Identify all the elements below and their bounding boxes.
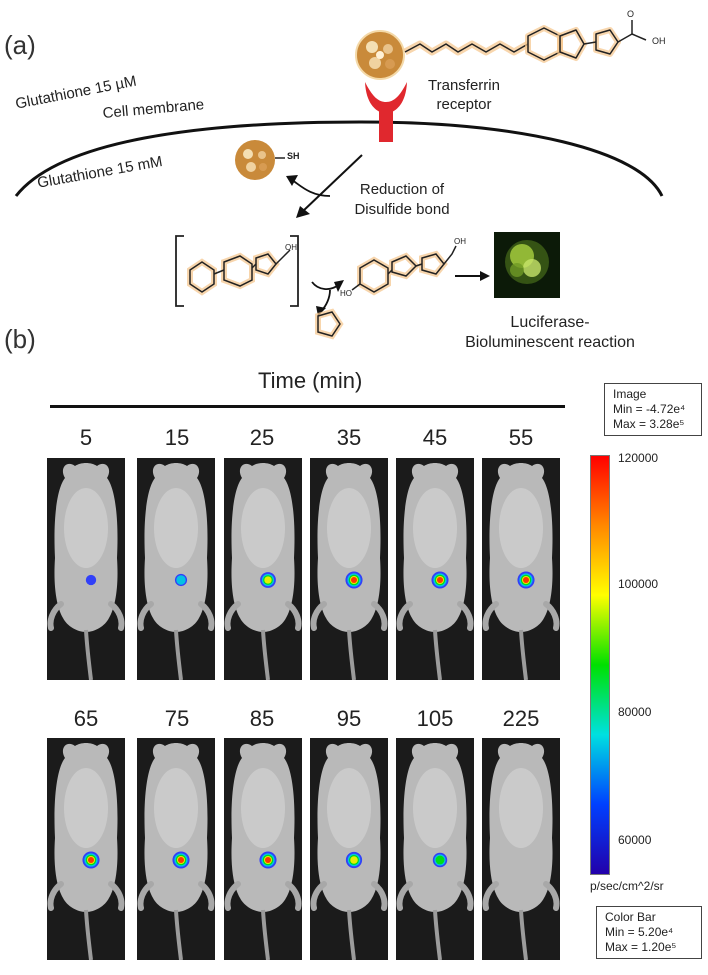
color-bar-tick: 100000 [618, 577, 659, 591]
time-label: 65 [73, 706, 99, 731]
mouse-image [482, 458, 560, 680]
mouse-image [310, 738, 388, 960]
color-bar-tick: 120000 [618, 451, 659, 465]
mouse-image [224, 458, 302, 680]
image-box-title: Image [613, 387, 647, 401]
time-label: 15 [164, 425, 190, 450]
reduction-label: Reduction of Disulfide bond [348, 180, 456, 220]
mouse-tail [433, 909, 442, 960]
bioluminescence-signal [435, 855, 445, 865]
luciferase-line2: Bioluminescent reaction [465, 334, 635, 351]
svg-text:OH: OH [454, 237, 466, 246]
byproduct-ring [315, 308, 344, 340]
time-axis-title: Time (min) [258, 368, 363, 393]
mouse-tail [261, 909, 270, 960]
cell-membrane-arc [14, 120, 664, 197]
color-bar-tick: 80000 [618, 705, 652, 719]
color-bar-range-box: Color Bar Min = 5.20e⁴ Max = 1.20e⁵ [596, 906, 702, 959]
svg-text:O: O [627, 9, 634, 19]
luciferase-label: Luciferase- Bioluminescent reaction [450, 313, 650, 353]
mouse-image [137, 738, 215, 960]
time-label: 85 [249, 706, 275, 731]
panel-a-diagram: OH O OH [14, 9, 666, 340]
mouse-image [47, 458, 125, 680]
release-arrow [291, 179, 331, 197]
image-range-box: Image Min = -4.72e⁴ Max = 3.28e⁵ [604, 383, 702, 436]
color-bar-unit: p/sec/cm^2/sr [590, 879, 664, 893]
receptor-stem [379, 108, 393, 142]
time-label: 95 [336, 706, 362, 731]
transferrin-line2: receptor [436, 96, 492, 113]
mouse-tail [433, 629, 442, 680]
time-label: 75 [164, 706, 190, 731]
mouse-tail [519, 629, 528, 680]
mouse-image [396, 458, 474, 680]
mouse-tail [174, 909, 183, 960]
luciferin-product [351, 245, 457, 296]
luciferase-line1: Luciferase- [510, 314, 590, 331]
mouse-tail [519, 909, 528, 960]
transferrin-receptor-label: Transferrin receptor [420, 76, 508, 114]
mouse-tail [347, 629, 356, 680]
time-label: 35 [336, 425, 362, 450]
reduction-arrow [301, 154, 363, 213]
panel-a-label: (a) [4, 30, 36, 60]
time-label: 45 [422, 425, 448, 450]
panel-b-label: (b) [4, 324, 36, 354]
time-label: 55 [508, 425, 534, 450]
time-label: 5 [79, 425, 93, 450]
intermediate-molecule [175, 235, 299, 307]
mouse-image [224, 738, 302, 960]
bioluminescence-signal [85, 574, 97, 586]
color-bar-box-min: Min = 5.20e⁴ [605, 925, 674, 939]
bioluminescence-signal [264, 856, 272, 864]
color-bar [590, 455, 610, 875]
image-box-max: Max = 3.28e⁵ [613, 417, 685, 431]
mouse-tail [84, 909, 93, 960]
nanoparticle-thiol [235, 140, 285, 180]
bioluminescence-signal [177, 856, 185, 864]
svg-text:HO: HO [340, 289, 352, 298]
image-box-min: Min = -4.72e⁴ [613, 402, 686, 416]
bioluminescence-signal [522, 576, 530, 584]
mouse-tail [261, 629, 270, 680]
bioluminescence-signal [87, 856, 95, 864]
linker-molecule-top [403, 20, 647, 63]
svg-text:OH: OH [285, 243, 297, 252]
time-axis-line [50, 405, 565, 408]
bioluminescence-signal [436, 576, 444, 584]
mouse-image [396, 738, 474, 960]
nanoparticle-top [355, 30, 405, 80]
mouse-tail [84, 629, 93, 680]
mouse-image [47, 738, 125, 960]
mouse-image [310, 458, 388, 680]
time-label: 105 [416, 706, 454, 731]
color-bar-tick: 60000 [618, 833, 652, 847]
bioluminescence-image [494, 232, 560, 298]
mouse-tail [347, 909, 356, 960]
transferrin-line1: Transferrin [428, 77, 500, 94]
svg-text:OH: OH [652, 36, 666, 46]
mouse-image [137, 458, 215, 680]
bioluminescence-signal [176, 575, 186, 585]
reduction-line2: Disulfide bond [354, 201, 450, 218]
mouse-tail [174, 629, 183, 680]
bioluminescence-signal [350, 576, 358, 584]
time-label: 225 [502, 706, 540, 731]
mouse-image [482, 738, 560, 960]
reduction-line1: Reduction of [359, 181, 445, 198]
color-bar-box-title: Color Bar [605, 910, 656, 924]
bioluminescence-signal [350, 856, 358, 864]
bioluminescence-signal [264, 576, 272, 584]
time-label: 25 [249, 425, 275, 450]
color-bar-box-max: Max = 1.20e⁵ [605, 940, 677, 954]
thiol-label: SH [287, 151, 300, 161]
